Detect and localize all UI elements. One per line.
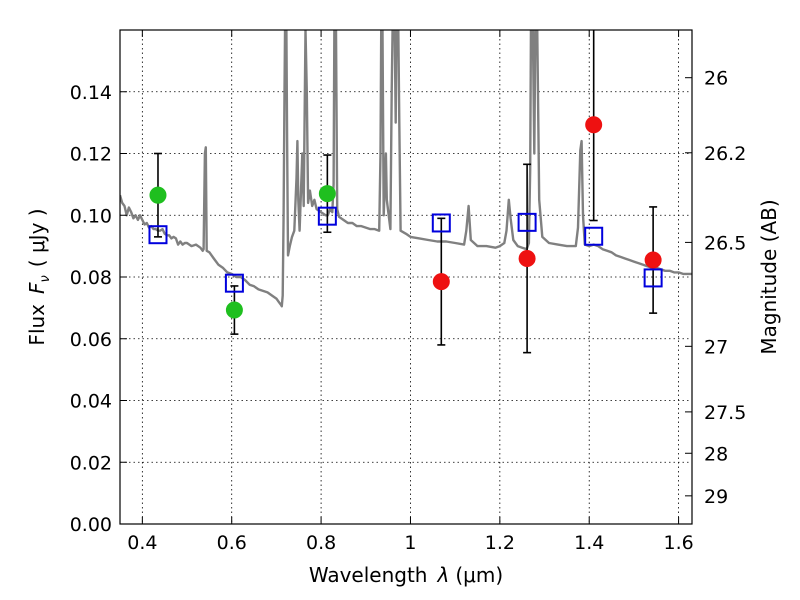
model-photometry-point [148,225,168,245]
red-detections-point [644,251,662,269]
y2-tick-label: 26.5 [704,232,746,254]
y-tick-label: 0.10 [70,205,112,227]
green-detections-point [149,186,167,204]
y-tick-label: 0.02 [70,452,112,474]
spectrum-layer [120,30,692,308]
green-detections-point [225,301,243,319]
y2-tick-label: 29 [704,486,728,508]
x-tick-label: 1.2 [485,532,515,554]
red-detections-point [518,249,536,267]
axis-ticks: 0.4 0.6 0.8 1 1.2 1.4 1.6 0.00 0.02 0.04 0.06 0.08 0… [70,30,746,554]
model-photometry-point [431,213,451,233]
y2-tick-label: 27.5 [704,402,746,424]
y-tick-label: 0.04 [70,391,112,413]
x-tick-label: 1.6 [663,532,693,554]
x-tick-label: 0.6 [217,532,247,554]
y-tick-label: 0.00 [70,514,112,536]
y-tick-label: 0.08 [70,267,112,289]
model-photometry-point [224,273,244,293]
y2-tick-label: 26.2 [704,143,746,165]
model-photometry-point [584,226,604,246]
red-detections-point [585,116,603,134]
model-photometry-point [517,212,537,232]
y-tick-label: 0.06 [70,329,112,351]
green-detections-point [318,185,336,203]
x-axis-label: Wavelength λ (μm) [309,563,503,587]
y2-axis-label: Magnitude (AB) [757,199,781,354]
data-marks [148,30,663,354]
x-tick-label: 0.4 [127,532,157,554]
y2-tick-label: 28 [704,443,728,465]
y-axis-label: FluxFν( μJy ) [25,208,53,345]
y-tick-label: 0.14 [70,82,112,104]
model-photometry-point [317,206,337,226]
x-tick-label: 0.8 [306,532,336,554]
red-detections-point [432,273,450,291]
y-tick-label: 0.12 [70,144,112,166]
y2-tick-label: 27 [704,336,728,358]
y2-tick-label: 26 [704,68,728,90]
x-tick-label: 1.4 [574,532,604,554]
model-photometry-point [643,268,663,288]
spectrum-line [120,30,692,308]
x-tick-label: 1 [404,532,416,554]
